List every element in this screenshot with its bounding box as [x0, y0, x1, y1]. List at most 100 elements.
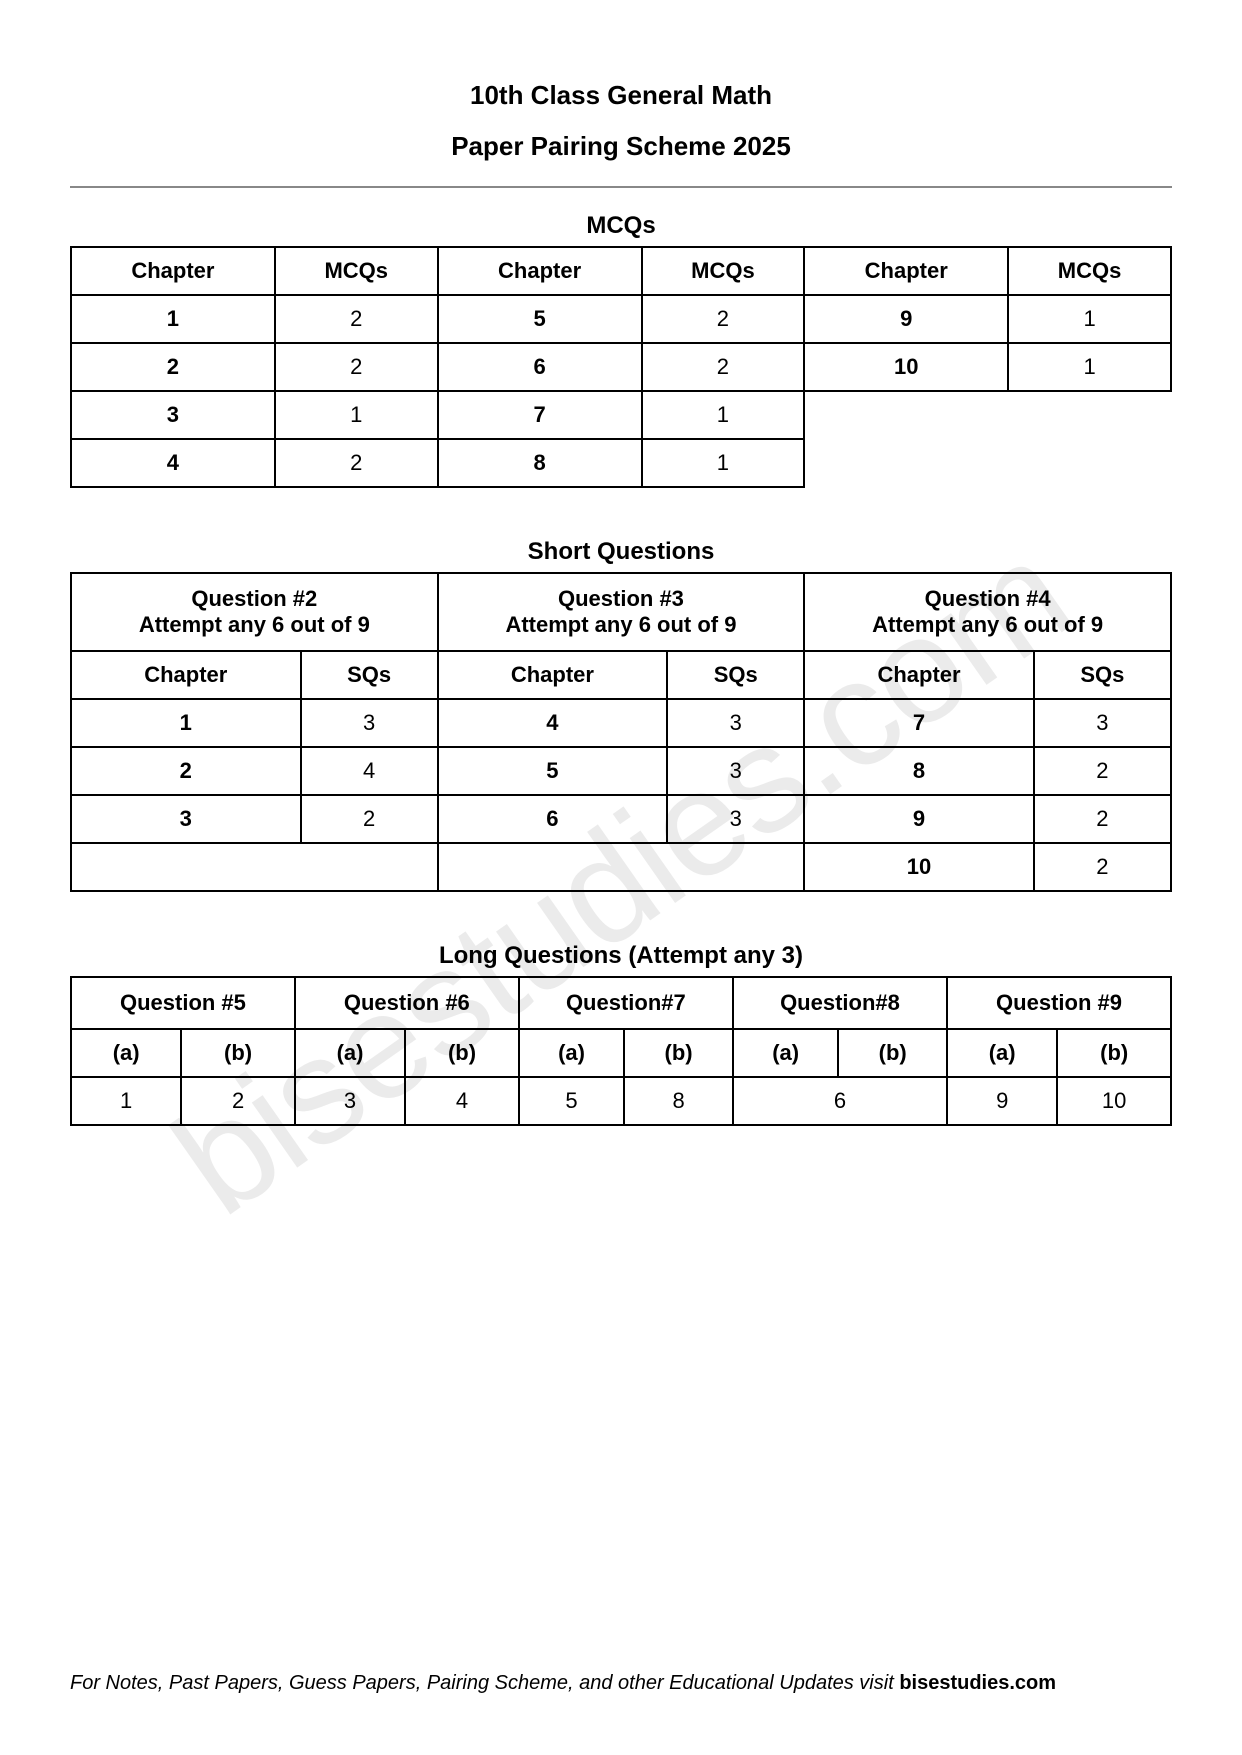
cell: 3: [667, 699, 804, 747]
sub-header: (b): [624, 1029, 733, 1077]
group-title: Question #3: [558, 586, 684, 611]
q-header: Question #6: [295, 977, 519, 1029]
group-title: Question #2: [191, 586, 317, 611]
q-header: Question #5: [71, 977, 295, 1029]
sub-header: (a): [947, 1029, 1057, 1077]
cell: 3: [1034, 699, 1171, 747]
group-sub: Attempt any 6 out of 9: [505, 612, 736, 637]
footer-text: For Notes, Past Papers, Guess Papers, Pa…: [70, 1672, 899, 1694]
divider: [70, 186, 1172, 188]
cell: 6: [438, 795, 668, 843]
cell: 5: [519, 1077, 624, 1125]
cell: 1: [71, 1077, 181, 1125]
col-header: SQs: [1034, 651, 1171, 699]
col-header: MCQs: [642, 247, 805, 295]
cell: 5: [438, 747, 668, 795]
cell: 4: [301, 747, 438, 795]
cell: 2: [1034, 747, 1171, 795]
cell: 4: [71, 439, 275, 487]
long-title: Long Questions (Attempt any 3): [70, 942, 1172, 970]
cell: 2: [275, 343, 438, 391]
mcqs-table: Chapter MCQs Chapter MCQs Chapter MCQs 1…: [70, 246, 1172, 488]
cell: 9: [947, 1077, 1057, 1125]
cell: 1: [642, 439, 805, 487]
cell: 1: [275, 391, 438, 439]
sub-header: (b): [838, 1029, 947, 1077]
sub-header: (a): [295, 1029, 405, 1077]
cell: 10: [804, 343, 1008, 391]
short-table: Question #2 Attempt any 6 out of 9 Quest…: [70, 572, 1172, 892]
cell: 3: [667, 747, 804, 795]
col-header: Chapter: [804, 651, 1034, 699]
empty-cell: [804, 391, 1171, 487]
cell: 2: [1034, 795, 1171, 843]
cell: 1: [1008, 295, 1171, 343]
cell: 5: [438, 295, 642, 343]
cell: 1: [1008, 343, 1171, 391]
cell: 3: [295, 1077, 405, 1125]
cell: 2: [71, 747, 301, 795]
cell: 1: [642, 391, 805, 439]
cell: 3: [301, 699, 438, 747]
q-header: Question#8: [733, 977, 947, 1029]
cell: 2: [181, 1077, 295, 1125]
cell: 2: [642, 343, 805, 391]
group-header: Question #4 Attempt any 6 out of 9: [804, 573, 1171, 651]
footer: For Notes, Past Papers, Guess Papers, Pa…: [70, 1672, 1172, 1695]
group-sub: Attempt any 6 out of 9: [139, 612, 370, 637]
cell: 4: [438, 699, 668, 747]
sub-header: (a): [71, 1029, 181, 1077]
col-header: MCQs: [275, 247, 438, 295]
page-subtitle: Paper Pairing Scheme 2025: [70, 131, 1172, 162]
cell: 8: [804, 747, 1034, 795]
mcqs-title: MCQs: [70, 212, 1172, 240]
page-title: 10th Class General Math: [70, 80, 1172, 111]
group-header: Question #3 Attempt any 6 out of 9: [438, 573, 805, 651]
cell: 8: [438, 439, 642, 487]
short-title: Short Questions: [70, 538, 1172, 566]
sub-header: (a): [733, 1029, 838, 1077]
col-header: Chapter: [71, 247, 275, 295]
col-header: Chapter: [438, 247, 642, 295]
cell: 6: [438, 343, 642, 391]
cell: 10: [1057, 1077, 1171, 1125]
col-header: MCQs: [1008, 247, 1171, 295]
cell: 7: [438, 391, 642, 439]
cell: 8: [624, 1077, 733, 1125]
cell: 3: [71, 795, 301, 843]
cell: 6: [733, 1077, 947, 1125]
footer-site: bisestudies.com: [899, 1672, 1056, 1694]
group-title: Question #4: [925, 586, 1051, 611]
col-header: SQs: [301, 651, 438, 699]
cell: 3: [667, 795, 804, 843]
cell: 9: [804, 295, 1008, 343]
cell: 2: [301, 795, 438, 843]
cell: 1: [71, 295, 275, 343]
sub-header: (b): [1057, 1029, 1171, 1077]
cell: 9: [804, 795, 1034, 843]
sub-header: (b): [405, 1029, 519, 1077]
cell: 2: [275, 295, 438, 343]
cell: 3: [71, 391, 275, 439]
cell: 10: [804, 843, 1034, 891]
sub-header: (a): [519, 1029, 624, 1077]
q-header: Question #9: [947, 977, 1171, 1029]
group-header: Question #2 Attempt any 6 out of 9: [71, 573, 438, 651]
q-header: Question#7: [519, 977, 733, 1029]
group-sub: Attempt any 6 out of 9: [872, 612, 1103, 637]
col-header: Chapter: [804, 247, 1008, 295]
col-header: SQs: [667, 651, 804, 699]
empty-cell: [438, 843, 805, 891]
cell: 2: [275, 439, 438, 487]
cell: 7: [804, 699, 1034, 747]
cell: 2: [71, 343, 275, 391]
cell: 2: [1034, 843, 1171, 891]
cell: 1: [71, 699, 301, 747]
empty-cell: [71, 843, 438, 891]
col-header: Chapter: [438, 651, 668, 699]
sub-header: (b): [181, 1029, 295, 1077]
col-header: Chapter: [71, 651, 301, 699]
cell: 4: [405, 1077, 519, 1125]
long-table: Question #5 Question #6 Question#7 Quest…: [70, 976, 1172, 1126]
page-content: 10th Class General Math Paper Pairing Sc…: [70, 80, 1172, 1126]
